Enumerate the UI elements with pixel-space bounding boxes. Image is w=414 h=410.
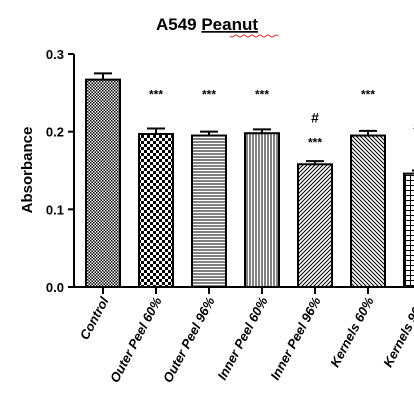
title-wavy-underline xyxy=(229,34,279,38)
x-tick-label-inner-peel-96: Inner Peel 96% xyxy=(267,294,324,382)
x-tick-label-outer-peel-60: Outer Peel 60% xyxy=(107,294,165,385)
y-tick-label: 0.3 xyxy=(46,47,64,62)
bar-inner-peel-60 xyxy=(244,132,280,288)
significance-label: *** xyxy=(202,87,216,101)
y-tick-label: 0.1 xyxy=(46,202,64,217)
chart-title: A549 Peanut xyxy=(156,15,258,34)
y-axis-label: Absorbance xyxy=(19,127,36,214)
bar-outer-peel-60 xyxy=(138,132,174,288)
y-tick-label: 0.0 xyxy=(46,280,64,295)
bar-outer-peel-96 xyxy=(191,134,227,288)
y-tick-label: 0.2 xyxy=(46,125,64,140)
significance-label: *** xyxy=(308,135,322,149)
significance-label: *** xyxy=(149,87,163,101)
significance-label: *** xyxy=(361,87,375,101)
x-tick-label-outer-peel-96: Outer Peel 96% xyxy=(160,294,218,385)
significance-label: *** xyxy=(255,87,269,101)
bar-inner-peel-96 xyxy=(297,163,333,288)
x-tick-label-control: Control xyxy=(77,294,112,342)
chart-title-underlined: Peanut xyxy=(201,15,258,34)
chart-title-main: A549 xyxy=(156,15,197,34)
bar-kernels-60 xyxy=(350,134,386,288)
x-tick-label-kernels-60: Kernels 60% xyxy=(327,294,377,370)
significance-extra-label: # xyxy=(311,109,319,125)
bar-control xyxy=(85,78,121,288)
x-tick-label-inner-peel-60: Inner Peel 60% xyxy=(214,294,271,382)
bar-kernels-96 xyxy=(403,172,414,289)
x-tick-label-kernels-96: Kernels 96% xyxy=(380,294,414,370)
